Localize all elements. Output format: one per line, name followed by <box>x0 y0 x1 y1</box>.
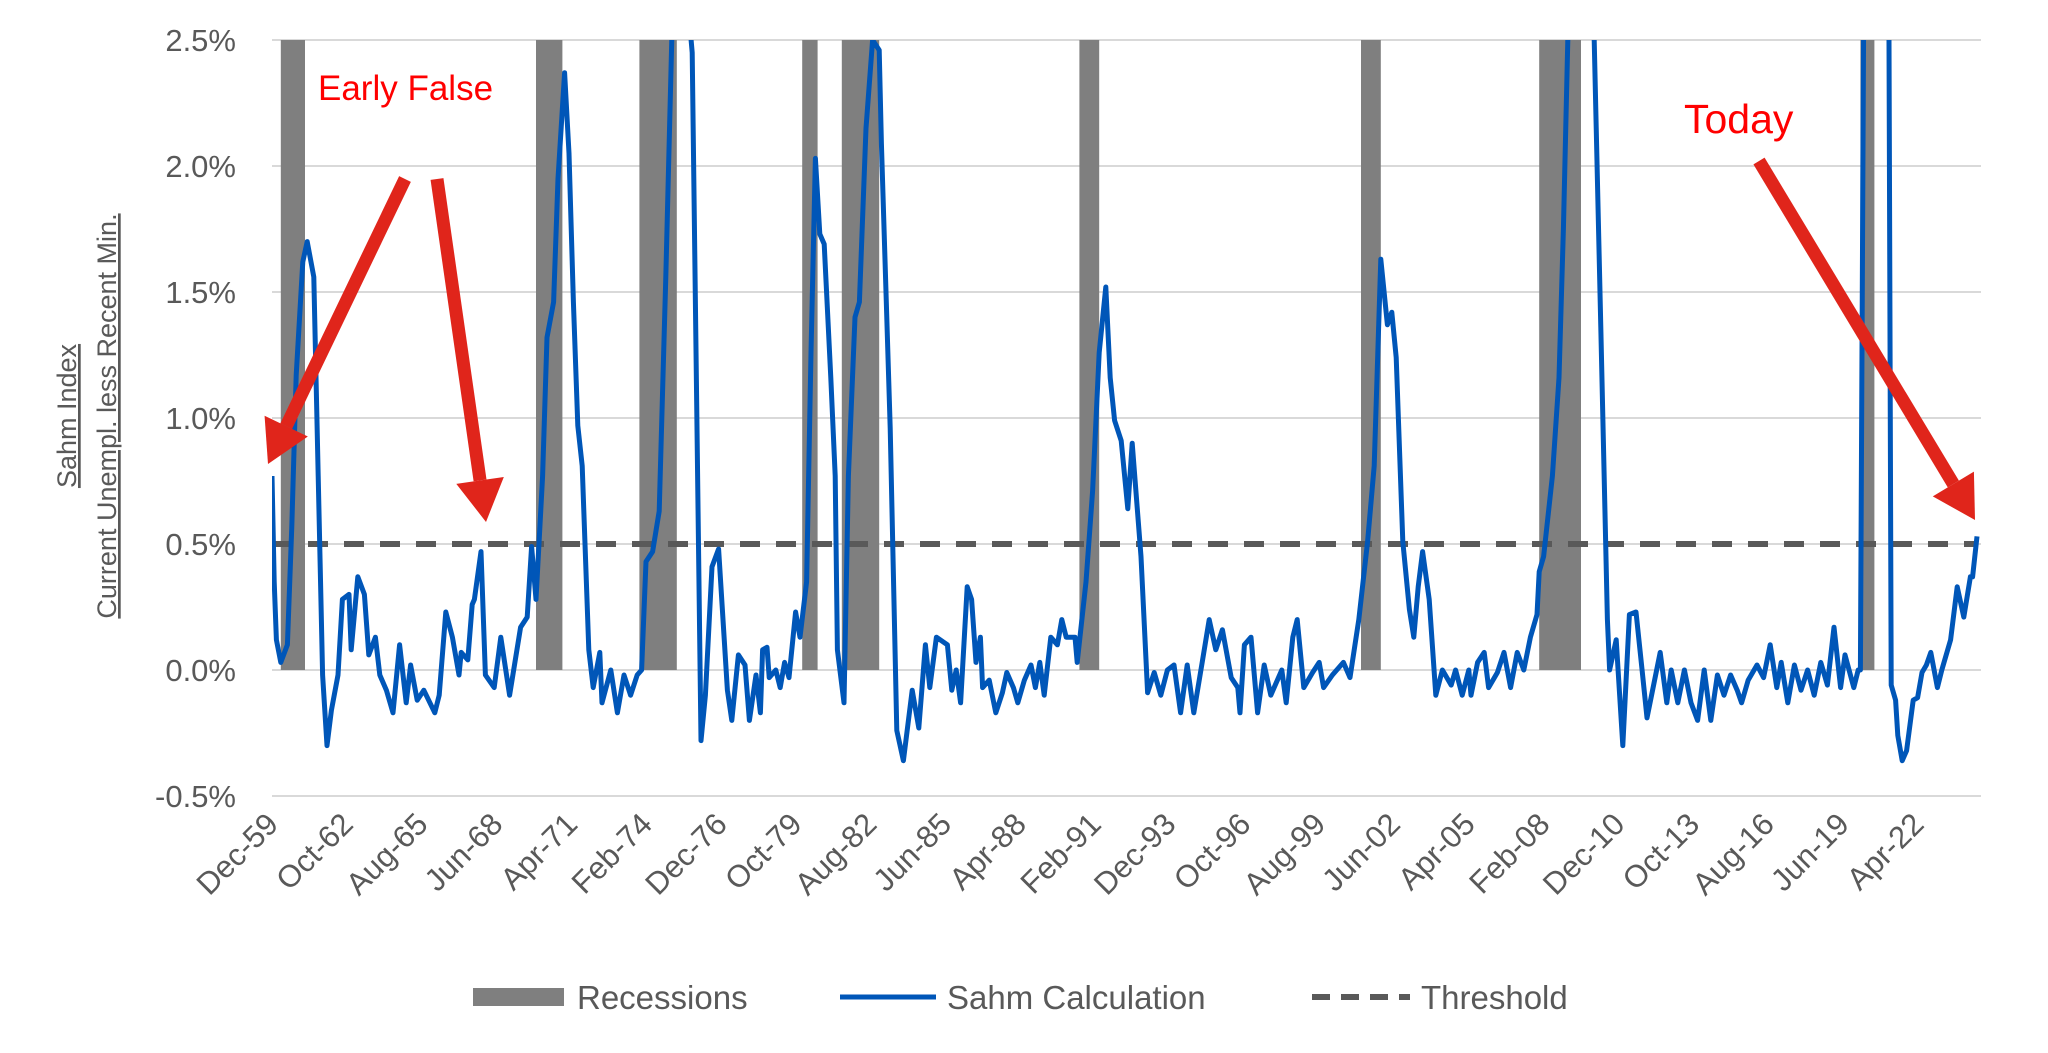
x-tick-label: Feb-91 <box>1014 806 1108 900</box>
annotation-arrows <box>264 157 1975 522</box>
recession-band <box>1079 40 1100 670</box>
y-tick-label: 2.5% <box>165 23 236 58</box>
legend-label-threshold: Threshold <box>1421 979 1568 1016</box>
legend-label-recessions: Recessions <box>577 979 748 1016</box>
x-tick-label: Dec-10 <box>1536 806 1631 901</box>
recession-band <box>1361 40 1381 670</box>
series-group <box>272 40 1980 764</box>
annotation-early-false: Early False <box>318 69 493 108</box>
arrow-today <box>1753 157 1975 520</box>
recession-band <box>280 40 305 670</box>
x-tick-labels: Dec-59Oct-62Aug-65Jun-68Apr-71Feb-74Dec-… <box>190 806 1931 901</box>
x-tick-label: Jun-19 <box>1764 806 1856 898</box>
y-axis-title-line-2: Current Unempl. less Recent Min. <box>92 213 122 618</box>
legend-label-sahm: Sahm Calculation <box>947 979 1206 1016</box>
x-tick-label: Apr-22 <box>1840 806 1931 897</box>
legend-swatch-recessions <box>473 988 564 1006</box>
legend: Recessions Sahm Calculation Threshold <box>473 979 1568 1016</box>
annotation-today: Today <box>1684 96 1794 142</box>
x-tick-label: Dec-93 <box>1087 806 1182 901</box>
x-tick-label: Jun-02 <box>1315 806 1407 898</box>
x-tick-label: Aug-16 <box>1686 806 1781 901</box>
y-tick-labels: -0.5% 0.0% 0.5% 1.0% 1.5% 2.0% 2.5% <box>155 23 236 814</box>
x-tick-label: Dec-59 <box>190 806 285 901</box>
x-tick-label: Aug-82 <box>788 806 883 901</box>
y-tick-label: 1.5% <box>165 275 236 310</box>
y-tick-label: 0.0% <box>165 653 236 688</box>
y-tick-label: 0.5% <box>165 527 236 562</box>
x-tick-label: Feb-08 <box>1462 806 1556 900</box>
annotations: Early False Today <box>264 69 1975 522</box>
x-tick-label: Jun-85 <box>866 806 958 898</box>
arrow-early-false-2 <box>430 178 504 522</box>
sahm-calculation-line <box>272 40 1980 764</box>
x-tick-label: Apr-71 <box>494 806 585 897</box>
x-tick-label: Aug-65 <box>339 806 434 901</box>
recession-bands <box>280 40 1875 670</box>
x-tick-label: Apr-88 <box>942 806 1033 897</box>
x-tick-label: Aug-99 <box>1237 806 1332 901</box>
x-tick-label: Dec-76 <box>638 806 733 901</box>
y-axis-title: Sahm Index Current Unempl. less Recent M… <box>52 213 122 618</box>
y-tick-label: 1.0% <box>165 401 236 436</box>
arrow-early-false-1 <box>264 176 411 464</box>
x-tick-label: Jun-68 <box>418 806 510 898</box>
gridlines <box>272 39 1981 797</box>
y-axis-title-line-1: Sahm Index <box>52 343 82 488</box>
x-tick-label: Apr-05 <box>1391 806 1482 897</box>
y-tick-label: 2.0% <box>165 149 236 184</box>
y-tick-label: -0.5% <box>155 779 236 814</box>
x-tick-label: Feb-74 <box>565 806 659 900</box>
